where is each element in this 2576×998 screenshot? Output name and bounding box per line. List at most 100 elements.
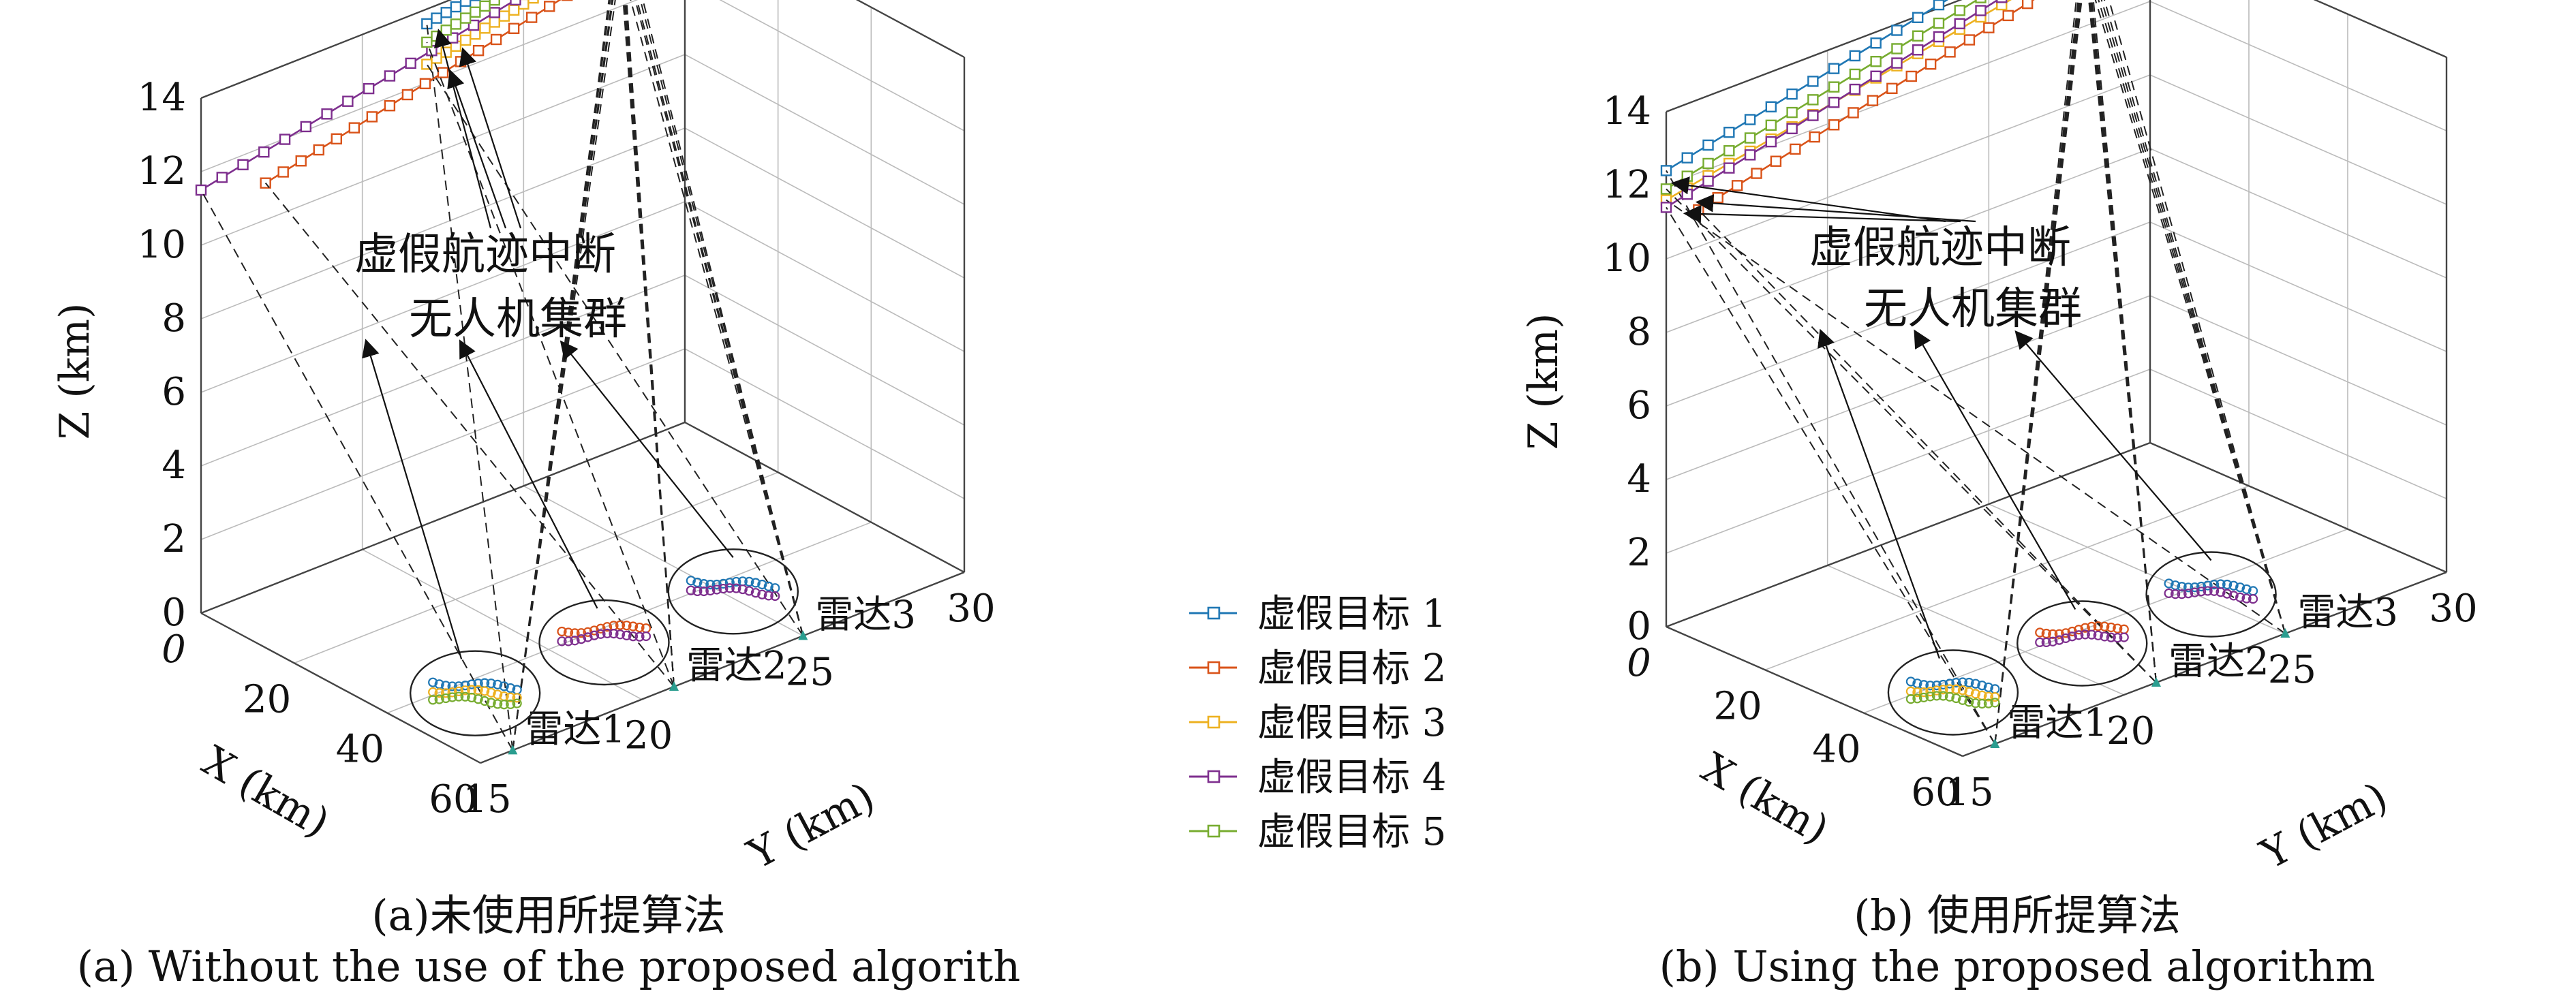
z-tick-label: 2 — [162, 517, 186, 561]
panel-b-ylabel: Y (km) — [2253, 773, 2395, 879]
radar-sight-line — [636, 0, 804, 636]
uav-marker — [711, 584, 722, 595]
false-target-marker — [1849, 50, 1861, 62]
uav-marker — [2106, 622, 2116, 633]
false-target-marker — [1702, 175, 1714, 187]
y-gridline — [1666, 112, 1963, 757]
uav-marker — [2170, 589, 2181, 599]
uav-marker — [576, 634, 587, 644]
uav-marker — [467, 692, 477, 703]
uav-marker — [1970, 698, 1981, 708]
uav-marker — [744, 586, 754, 596]
y-tick-label: 20 — [624, 714, 673, 758]
uav-marker — [2041, 637, 2051, 647]
uav-marker — [2228, 591, 2239, 601]
uav-marker — [1964, 677, 1974, 688]
false-target-marker — [405, 57, 416, 69]
uav-marker — [2054, 635, 2064, 645]
uav-marker — [602, 628, 613, 638]
uav-marker — [1938, 685, 1948, 695]
false-target-marker — [1765, 101, 1777, 113]
uav-marker — [2054, 629, 2064, 639]
false-target-marker — [1849, 83, 1861, 95]
uav-marker — [480, 686, 490, 696]
uav-marker — [1964, 697, 1974, 707]
false-target-marker — [544, 1, 555, 12]
uav-marker — [2209, 586, 2220, 596]
axis-edge — [1962, 571, 2447, 758]
uav-cluster-ring — [538, 599, 670, 686]
uav-marker — [2248, 594, 2258, 604]
uav-marker — [2100, 631, 2110, 642]
false-target-marker — [1744, 114, 1756, 125]
uav-marker — [2203, 580, 2213, 591]
false-target-marker — [321, 108, 333, 120]
legend-marker — [1207, 606, 1221, 620]
radar-sight-line — [264, 183, 675, 687]
false-target-marker — [431, 12, 442, 24]
radar-marker — [669, 681, 679, 691]
false-target-marker — [1723, 127, 1735, 138]
uav-marker — [583, 632, 593, 642]
false-target-marker — [510, 0, 521, 6]
false-target-marker — [440, 25, 452, 36]
false-target-marker — [498, 10, 510, 22]
false-target-marker — [1849, 68, 1861, 80]
false-target-marker — [431, 30, 442, 42]
false-target-marker — [1891, 25, 1903, 36]
false-target-marker — [348, 122, 361, 134]
false-target-marker — [489, 0, 500, 6]
uav-marker — [692, 586, 703, 597]
uav-marker — [1925, 691, 1935, 702]
z-tick-label: 14 — [1603, 89, 1651, 134]
false-target-marker — [237, 159, 249, 170]
uav-marker — [763, 581, 773, 591]
false-target-marker — [1786, 88, 1798, 100]
false-target-marker — [508, 4, 520, 16]
axis-edge — [200, 0, 453, 99]
uav-marker — [1983, 682, 1994, 693]
z-tick-label: 6 — [1627, 384, 1651, 428]
false-target-marker — [1905, 70, 1917, 82]
false-target-marker — [490, 33, 502, 46]
panel-a-xlabel: X (km) — [194, 737, 337, 847]
false-target-marker — [1712, 191, 1723, 204]
radar-sight-line — [1666, 199, 2286, 634]
radar-sight-line — [1994, 0, 2077, 745]
annotation-arrow — [447, 69, 507, 229]
uav-marker — [724, 583, 735, 593]
z-gridline — [1666, 0, 2447, 112]
uav-marker — [1970, 679, 1981, 689]
false-target-marker — [459, 0, 472, 7]
z-tick-label: 12 — [1603, 163, 1651, 207]
uav-marker — [473, 694, 483, 704]
annotation-arrow — [1914, 329, 2076, 610]
false-target-marker — [1925, 58, 1937, 70]
false-target-marker — [1723, 162, 1735, 174]
uav-marker — [454, 686, 464, 696]
false-target-marker — [1933, 31, 1945, 43]
uav-marker — [2215, 587, 2226, 597]
z-tick-label: 0 — [162, 591, 186, 635]
axis-edge — [2149, 441, 2447, 574]
annotation-arrow — [459, 339, 598, 609]
uav-marker — [428, 695, 438, 705]
uav-marker — [2183, 589, 2194, 599]
radar-sight-line — [2088, 0, 2157, 683]
false-target-marker — [279, 134, 291, 145]
uav-marker — [460, 691, 470, 702]
uav-marker — [1957, 685, 1968, 696]
radar-sight-line — [2090, 0, 2157, 683]
uav-marker — [454, 691, 464, 702]
z-tick-label: 10 — [1603, 236, 1651, 281]
axis-edge — [684, 421, 965, 574]
radar-label: 雷达1 — [2007, 701, 2108, 745]
false-target-marker — [1828, 97, 1840, 108]
uav-marker — [428, 677, 438, 687]
uav-marker — [512, 693, 522, 703]
annotation-arrow — [1818, 328, 1940, 659]
false-target-marker — [440, 7, 452, 18]
